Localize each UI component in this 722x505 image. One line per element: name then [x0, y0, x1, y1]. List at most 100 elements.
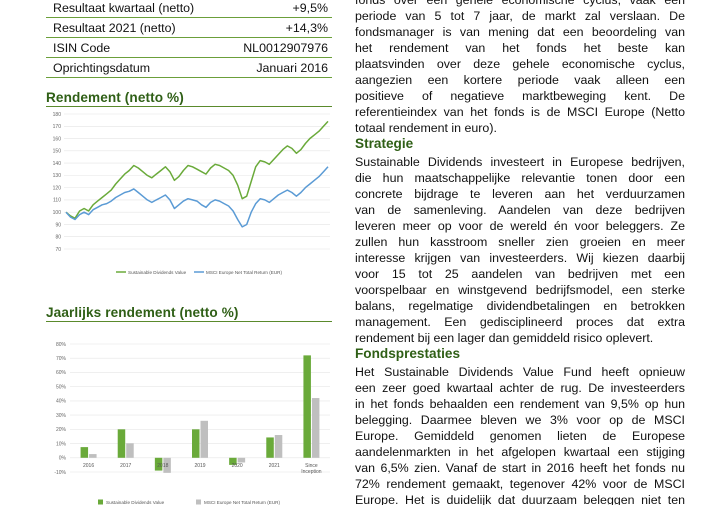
y-tick-label: 110	[53, 198, 61, 204]
jaarlijks-title: Jaarlijks rendement (netto %)	[46, 305, 239, 320]
bar-1	[200, 420, 208, 458]
y-tick-label: 70%	[56, 356, 67, 362]
bar-0	[303, 355, 311, 458]
text-line: Europe. Gemiddeld genomen lieten de Euro…	[355, 429, 685, 443]
text-line: het rendement van het fonds het beste ka…	[355, 41, 685, 55]
fact-value: +9,5%	[292, 0, 328, 15]
bar-0	[117, 429, 126, 458]
y-tick-label: 80	[55, 235, 61, 241]
y-tick-label: 130	[53, 173, 62, 179]
fact-label: Resultaat kwartaal (netto)	[53, 0, 195, 15]
fact-label: Oprichtingsdatum	[53, 60, 151, 75]
y-tick-label: 150	[53, 149, 62, 155]
jaarlijks-bar-chart: 80% 70% 60% 50% 40% 30% 20% 10% 0% -10% 2016 2017 20…	[54, 342, 330, 505]
fact-value: Januari 2016	[256, 60, 328, 75]
text-line: van de samenleving. Aandelen van deze be…	[355, 203, 685, 217]
legend-swatch	[98, 499, 103, 505]
text-line: van 6,5% zien. Vanaf de start in 2016 he…	[355, 461, 685, 475]
bar-0	[192, 429, 200, 458]
fact-label: Resultaat 2021 (netto)	[53, 20, 176, 35]
text-line: positieve of negatieve marktbeweging ken…	[355, 89, 685, 103]
text-line: aangezien een kortere periode vaak allee…	[355, 73, 685, 87]
fact-row: Resultaat 2021 (netto) +14,3%	[46, 18, 332, 38]
intro-paragraph: fonds over een gehele economische cyclus…	[355, 0, 685, 136]
rendement-title: Rendement (netto %)	[46, 90, 184, 105]
bar-1	[311, 398, 320, 458]
bar-1	[274, 435, 283, 458]
bar-1	[126, 443, 134, 458]
x-tick-label: Inception	[301, 469, 322, 475]
legend-label: MSCI Europe Net Total Return (EUR)	[204, 500, 280, 505]
text-line: periode van 5 tot 7 jaar, de markt zal v…	[355, 9, 685, 23]
y-tick-label: 80%	[56, 342, 67, 348]
text-line: interesse krijgen van investeerders. Wij…	[355, 251, 685, 265]
text-line: aandelenmarkten in het afgelopen kwartaa…	[355, 445, 685, 459]
text-line: management. Een gedisciplineerd proces d…	[355, 315, 685, 329]
x-tick-label: Since	[305, 463, 318, 469]
bar-1	[89, 454, 97, 458]
fact-row: ISIN Code NL0012907976	[46, 38, 332, 58]
text-line: Europe. Het is duidelijk dat duurzaam be…	[355, 493, 685, 505]
y-tick-label: 10%	[56, 441, 67, 447]
text-line: belegging. Daarmee bleven we 3% voor op …	[355, 413, 685, 427]
text-line: fondsmanager is van mening dat een beoor…	[355, 25, 685, 39]
text-line: zullen hun kasstroom sneller zien groeie…	[355, 235, 685, 249]
y-tick-label: 120	[53, 185, 62, 191]
y-tick-label: 30%	[56, 413, 67, 419]
bar-0	[229, 457, 237, 465]
fact-label: ISIN Code	[53, 40, 111, 55]
strategie-title: Strategie	[355, 136, 414, 151]
series-line-0	[65, 120, 329, 220]
text-line: een zeer goed kwartaal achter de rug. De…	[355, 381, 685, 395]
text-line: die hun maatschappelijke relevantie tone…	[355, 171, 685, 185]
text-line: totaal rendement in euro).	[355, 121, 497, 135]
y-tick-label: 20%	[56, 427, 67, 433]
y-tick-label: 140	[53, 161, 62, 167]
x-tick-label: 2019	[194, 463, 205, 469]
fondsprestaties-title: Fondsprestaties	[355, 346, 460, 361]
y-tick-label: 100	[53, 210, 62, 216]
legend-label: MSCI Europe Net Total Return (EUR)	[206, 270, 282, 275]
legend-label: Sustainable Dividends Value	[106, 500, 165, 505]
text-line: Het Sustainable Dividends Value Fund hee…	[355, 365, 685, 379]
bar-1	[163, 457, 171, 473]
section-divider	[46, 321, 332, 322]
fact-row: Oprichtingsdatum Januari 2016	[46, 58, 332, 78]
series-line-1	[65, 166, 329, 228]
y-tick-label: 70	[55, 247, 61, 253]
fact-value: +14,3%	[285, 20, 328, 35]
text-line: plaatsvinden over deze gehele economisch…	[355, 57, 685, 71]
text-line: leveren meer op voor de wereld én voor b…	[355, 219, 685, 233]
strategie-paragraph: Sustainable Dividends investeert in Euro…	[355, 154, 685, 346]
bar-0	[80, 447, 89, 458]
text-line: referentieindex van het fonds is de MSCI…	[355, 105, 685, 119]
text-line: in het fonds behaalden een rendement van…	[355, 397, 685, 411]
x-tick-label: 2016	[83, 463, 94, 469]
rendement-line-chart: 180 170 160 150 140 130 120 110 100 90 80 70 Sustain…	[53, 112, 330, 275]
fact-value: NL0012907976	[243, 40, 328, 55]
fondsprestaties-paragraph: Het Sustainable Dividends Value Fund hee…	[355, 364, 685, 505]
y-tick-label: 50%	[56, 384, 67, 390]
y-tick-label: 170	[53, 124, 62, 130]
x-tick-label: 2018	[157, 463, 168, 469]
y-tick-label: 60%	[56, 370, 67, 376]
x-tick-label: 2017	[120, 463, 131, 469]
text-line: Sustainable Dividends investeert in Euro…	[355, 155, 685, 169]
y-tick-label: 0%	[59, 456, 67, 462]
fact-row: Resultaat kwartaal (netto) +9,5%	[46, 0, 332, 18]
y-tick-label: 40%	[56, 399, 67, 405]
x-tick-label: 2020	[232, 463, 243, 469]
fund-facts-table: Resultaat kwartaal (netto) +9,5% Resulta…	[46, 0, 332, 78]
text-line: fonds over een gehele economische cyclus…	[355, 0, 685, 7]
legend-swatch	[196, 499, 201, 505]
text-line: voorspelbaar en winstgevend bedrijfsmode…	[355, 283, 685, 297]
section-divider	[46, 106, 332, 107]
y-tick-label: -10%	[54, 470, 66, 476]
y-tick-label: 180	[53, 112, 62, 118]
text-line: balans, regelmatige dividendbetalingen e…	[355, 299, 685, 313]
text-line: rendement bij een lager dan gemiddeld ri…	[355, 331, 654, 345]
y-tick-label: 90	[55, 222, 61, 228]
text-line: 72% rendement gemaakt, tegenover 42% voo…	[355, 477, 685, 491]
y-tick-label: 160	[53, 136, 62, 142]
bar-0	[154, 457, 163, 471]
